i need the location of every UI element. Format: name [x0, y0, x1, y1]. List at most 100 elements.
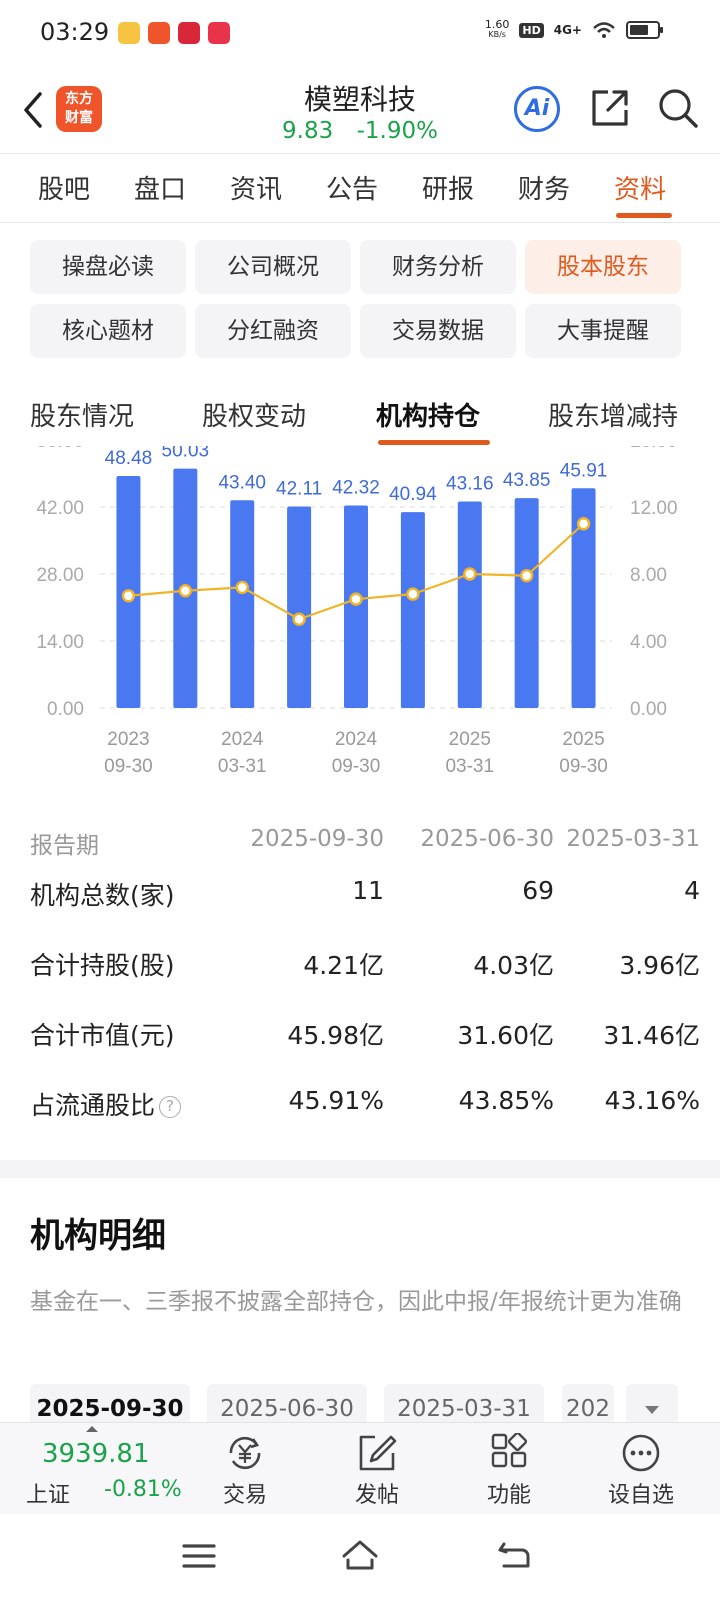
table-cell: 4: [684, 876, 700, 905]
row-label: 占流通股比?: [30, 1086, 182, 1122]
chip-trading-guide[interactable]: 操盘必读: [30, 240, 186, 294]
back-nav-icon[interactable]: [496, 1540, 532, 1570]
bar: [287, 506, 312, 708]
post-button[interactable]: 发帖: [332, 1433, 422, 1509]
y-right-tick-label: 16.00: [630, 446, 678, 452]
row-label: 机构总数(家): [30, 881, 175, 910]
line-point: [235, 580, 249, 595]
back-arrow-icon[interactable]: [18, 90, 48, 130]
table-cell: 45.91%: [288, 1086, 384, 1115]
x-tick-label-year: 2025: [449, 729, 491, 750]
subtab-institutional-holdings[interactable]: 机构持仓: [376, 402, 481, 432]
bar-value-label: 43.16: [446, 473, 494, 494]
x-tick-label-date: 09-30: [332, 756, 381, 777]
add-watchlist-label: 设自选: [607, 1483, 674, 1508]
table-cell: 3.96亿: [619, 951, 700, 980]
bar-value-label: 43.40: [218, 472, 266, 493]
app-notification-icon: [208, 22, 230, 44]
line-point: [406, 587, 420, 601]
y-left-tick-label: 0.00: [47, 699, 84, 720]
holdings-chart: 0.00 14.00 28.00 42.00 56.00 0.00 4.00 8.00 12.0…: [36, 446, 678, 777]
chip-dividends-financing[interactable]: 分红融资: [195, 304, 351, 358]
subtab-holding-changes[interactable]: 股东增减持: [548, 402, 679, 432]
index-value: 3939.81: [42, 1439, 150, 1469]
y-left-tick-label: 42.00: [36, 498, 84, 519]
y-left-tick-label: 28.00: [36, 565, 84, 586]
chip-trading-data[interactable]: 交易数据: [360, 304, 516, 358]
tab-guba[interactable]: 股吧: [38, 175, 91, 205]
tab-profile[interactable]: 资料: [614, 175, 667, 205]
app-notification-icon: [178, 22, 200, 44]
tab-pankou[interactable]: 盘口: [134, 175, 187, 205]
trade-button[interactable]: 交易: [200, 1433, 290, 1509]
y-right-tick-label: 4.00: [630, 632, 667, 653]
x-tick-label-year: 2023: [107, 729, 149, 750]
bar: [457, 501, 482, 708]
y-right-tick-label: 0.00: [630, 699, 667, 720]
caret-up-icon: [86, 1426, 98, 1432]
stock-price: 9.83: [282, 118, 334, 144]
subtab-equity-changes[interactable]: 股权变动: [202, 402, 307, 432]
line-point: [576, 517, 591, 531]
wifi-icon: [593, 22, 615, 38]
search-icon[interactable]: [656, 86, 700, 130]
chip-financial-analysis[interactable]: 财务分析: [360, 240, 516, 294]
stock-quote: 9.83 -1.90%: [0, 118, 720, 144]
table-cell: 11: [352, 876, 384, 905]
network-speed: 1.60 KB/s: [484, 18, 510, 39]
subtab-shareholders[interactable]: 股东情况: [30, 402, 135, 432]
chip-core-themes[interactable]: 核心题材: [30, 304, 186, 358]
table-cell: 45.98亿: [287, 1021, 384, 1050]
y-right-tick-label: 12.00: [630, 498, 678, 519]
hd-badge: HD: [519, 22, 544, 38]
ai-button[interactable]: Ai: [514, 86, 560, 132]
menu-icon[interactable]: [182, 1542, 216, 1570]
share-icon[interactable]: [588, 86, 632, 130]
y-left-tick-label: 56.00: [36, 446, 84, 452]
notification-icons: [118, 22, 230, 44]
chip-event-reminders[interactable]: 大事提醒: [525, 304, 681, 358]
tab-finance[interactable]: 财务: [518, 175, 571, 205]
battery-icon: [626, 21, 663, 39]
post-label: 发帖: [354, 1483, 399, 1508]
x-tick-label-year: 2024: [335, 729, 378, 750]
help-icon[interactable]: ?: [159, 1096, 182, 1118]
tab-announcements[interactable]: 公告: [326, 175, 379, 205]
chip-shareholders[interactable]: 股本股东: [525, 240, 681, 294]
active-tab-indicator: [616, 213, 672, 218]
chip-company-overview[interactable]: 公司概况: [195, 240, 351, 294]
functions-button[interactable]: 功能: [464, 1433, 554, 1509]
table-cell: 43.85%: [458, 1086, 554, 1115]
status-bar: 03:29 1.60 KB/s HD 4G+: [0, 0, 720, 66]
line-point: [178, 584, 193, 598]
bar: [514, 498, 539, 708]
status-time: 03:29: [40, 18, 110, 46]
home-icon[interactable]: [340, 1538, 380, 1572]
more-dots-icon: [622, 1434, 660, 1472]
table-cell: 4.21亿: [303, 951, 384, 980]
x-tick-label-date: 09-30: [559, 756, 608, 777]
bar-value-label: 50.03: [162, 446, 210, 462]
bar-value-label: 40.94: [389, 484, 437, 505]
section-title: 机构明细: [30, 1216, 166, 1256]
app-notification-icon: [148, 22, 170, 44]
period-column-header: 2025-06-30: [420, 826, 554, 852]
line-point: [121, 589, 136, 603]
table-cell: 69: [522, 876, 554, 905]
edit-icon: [359, 1435, 397, 1471]
tab-news[interactable]: 资讯: [230, 175, 283, 205]
table-header-row: 报告期 2025-09-30 2025-06-30 2025-03-31: [30, 826, 700, 860]
tab-research[interactable]: 研报: [422, 175, 475, 205]
x-tick-label-date: 09-30: [104, 756, 153, 777]
status-indicators: 1.60 KB/s HD 4G+: [484, 18, 663, 40]
active-subtab-indicator: [378, 440, 490, 445]
bar: [400, 512, 425, 708]
x-tick-label-year: 2024: [221, 729, 264, 750]
bottom-bar: 3939.81 上证 -0.81% 交易 发帖: [0, 1422, 720, 1514]
add-watchlist-button[interactable]: 设自选: [596, 1433, 686, 1509]
table-row: 合计持股(股) 4.21亿 4.03亿 3.96亿: [30, 946, 700, 986]
table-row: 合计市值(元) 45.98亿 31.60亿 31.46亿: [30, 1016, 700, 1056]
period-column-header: 2025-09-30: [250, 826, 384, 852]
section-divider: [0, 1160, 720, 1178]
table-cell: 31.46亿: [603, 1021, 700, 1050]
